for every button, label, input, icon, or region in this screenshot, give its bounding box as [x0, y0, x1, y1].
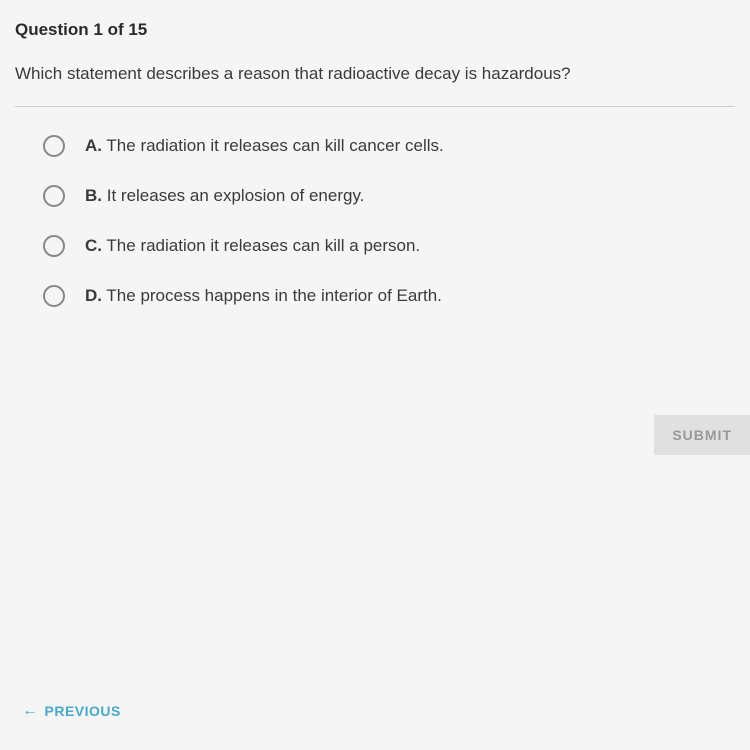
question-number-label: Question 1 of 15 — [15, 20, 735, 40]
option-d[interactable]: D. The process happens in the interior o… — [43, 285, 735, 307]
option-label: The radiation it releases can kill a per… — [106, 236, 420, 255]
radio-icon — [43, 185, 65, 207]
option-text: D. The process happens in the interior o… — [85, 286, 442, 306]
divider — [15, 106, 735, 107]
option-text: B. It releases an explosion of energy. — [85, 186, 364, 206]
option-a[interactable]: A. The radiation it releases can kill ca… — [43, 135, 735, 157]
option-c[interactable]: C. The radiation it releases can kill a … — [43, 235, 735, 257]
radio-icon — [43, 235, 65, 257]
option-label: It releases an explosion of energy. — [107, 186, 365, 205]
option-label: The radiation it releases can kill cance… — [106, 136, 443, 155]
submit-button[interactable]: SUBMIT — [654, 415, 750, 455]
option-letter: C. — [85, 236, 102, 255]
arrow-left-icon: ← — [22, 702, 39, 720]
radio-icon — [43, 285, 65, 307]
option-letter: B. — [85, 186, 102, 205]
option-label: The process happens in the interior of E… — [106, 286, 441, 305]
option-b[interactable]: B. It releases an explosion of energy. — [43, 185, 735, 207]
option-text: C. The radiation it releases can kill a … — [85, 236, 420, 256]
question-text: Which statement describes a reason that … — [15, 62, 735, 86]
option-letter: A. — [85, 136, 102, 155]
previous-button[interactable]: ← PREVIOUS — [22, 702, 121, 720]
option-text: A. The radiation it releases can kill ca… — [85, 136, 444, 156]
option-letter: D. — [85, 286, 102, 305]
options-group: A. The radiation it releases can kill ca… — [15, 135, 735, 307]
radio-icon — [43, 135, 65, 157]
quiz-container: Question 1 of 15 Which statement describ… — [0, 0, 750, 355]
previous-label: PREVIOUS — [45, 703, 121, 719]
